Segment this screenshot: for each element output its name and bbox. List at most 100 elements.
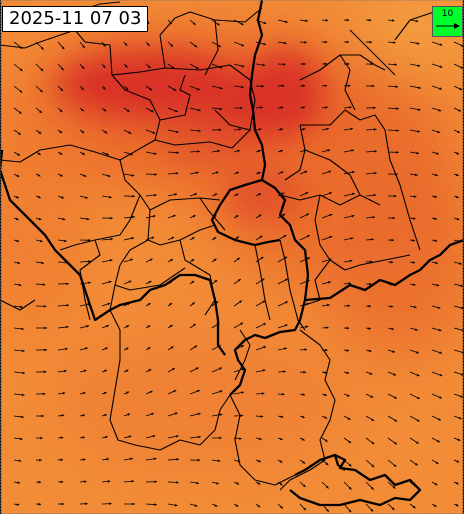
wind-arrow-head <box>455 481 459 485</box>
wind-arrow-head <box>172 368 175 371</box>
wind-arrow-head <box>302 484 306 487</box>
wind-arrow-head <box>259 235 263 239</box>
wind-arrow-head <box>416 151 419 155</box>
wind-arrow-head <box>346 394 350 397</box>
wind-arrow-head <box>40 68 44 72</box>
wind-arrow-head <box>416 42 420 45</box>
wind-arrow-head <box>415 441 419 444</box>
wind-arrow-head <box>434 482 438 486</box>
wind-arrow-head <box>239 437 242 440</box>
wind-arrow-head <box>174 193 178 196</box>
wind-arrow-head <box>125 87 129 90</box>
wind-arrow-head <box>328 170 332 173</box>
wind-arrow-head <box>348 282 352 285</box>
wind-arrow-head <box>283 370 286 373</box>
wind-arrow-head <box>394 419 398 422</box>
wind-arrow-head <box>19 68 23 71</box>
wind-arrow-head <box>16 503 20 506</box>
wind-arrow-head <box>328 258 332 261</box>
wind-arrow-head <box>413 305 417 309</box>
wind-arrow-head <box>83 174 87 177</box>
wind-arrow-head <box>371 84 375 88</box>
wind-arrow-head <box>197 458 201 462</box>
wind-arrow-head <box>236 236 239 240</box>
wind-arrow-head <box>195 367 199 370</box>
wind-arrow-head <box>281 392 285 396</box>
wind-arrow-head <box>434 239 438 242</box>
wind-arrow-head <box>394 396 397 399</box>
wind-arrow-head <box>456 152 460 155</box>
wind-arrow-head <box>213 215 217 218</box>
wind-arrow-head <box>347 84 351 87</box>
wind-arrow-head <box>61 46 65 50</box>
wind-arrow-head <box>284 278 288 282</box>
wind-arrow-head <box>416 419 420 422</box>
wind-arrow-head <box>368 349 372 352</box>
wind-arrow-head <box>329 192 332 195</box>
wind-arrow-head <box>132 194 135 198</box>
wind-arrow-head <box>15 217 19 221</box>
wind-arrow-head <box>219 413 223 416</box>
wind-arrow-head <box>191 259 195 262</box>
wind-arrow-head <box>241 391 244 394</box>
wind-arrow-head <box>219 390 223 393</box>
wind-arrow-head <box>152 215 156 218</box>
wind-arrow-head <box>236 482 240 485</box>
wind-arrow-head <box>369 282 372 286</box>
wind-arrow-head <box>20 305 23 309</box>
wind-arrow-head <box>20 437 23 441</box>
wind-arrow-head <box>263 42 266 46</box>
wind-arrow-head <box>324 416 328 419</box>
wind-arrow-head <box>368 327 371 330</box>
wind-arrow-head <box>394 441 397 445</box>
wind-arrow-head <box>197 87 200 91</box>
wind-arrow-head <box>390 283 393 286</box>
wind-arrow-head <box>219 86 223 90</box>
wind-arrow-head <box>392 350 395 353</box>
wind-arrow-head <box>81 108 84 112</box>
wind-arrow-head <box>439 43 443 46</box>
wind-arrow-head <box>262 369 266 372</box>
wind-arrow-head <box>439 373 443 377</box>
wind-arrow-head <box>302 393 306 396</box>
wind-arrow-head <box>102 65 106 68</box>
wind-arrow-head <box>61 196 64 199</box>
wind-arrow-head <box>457 239 461 243</box>
wind-arrow-head <box>461 351 464 354</box>
wind-arrow-head <box>392 216 396 220</box>
wind-arrow-head <box>351 214 355 218</box>
wind-arrow-head <box>324 439 328 442</box>
wind-arrow-head <box>459 87 463 90</box>
wind-arrow-head <box>416 351 419 354</box>
wind-arrow-head <box>108 280 112 284</box>
wind-arrow-head <box>85 347 88 350</box>
wind-arrow-head <box>412 505 416 509</box>
wind-arrow-head <box>149 390 153 394</box>
wind-arrow-head <box>37 152 41 155</box>
wind-arrow-head <box>149 87 152 91</box>
wind-arrow-head <box>324 371 327 374</box>
wind-arrow-head <box>215 301 219 304</box>
wind-arrow-head <box>348 509 352 513</box>
wind-arrow-head <box>41 261 44 265</box>
wind-vectors <box>13 18 464 513</box>
wind-arrow-head <box>22 371 25 375</box>
wind-arrow-head <box>152 131 156 134</box>
wind-arrow-head <box>283 235 287 238</box>
wind-arrow-head <box>85 196 88 199</box>
wind-arrow-head <box>191 280 195 284</box>
wind-arrow-head <box>392 486 396 489</box>
wind-arrow-head <box>262 300 266 303</box>
wind-arrow-head <box>261 278 265 281</box>
wind-arrow-head <box>391 19 395 22</box>
wind-arrow-head <box>154 480 157 483</box>
wind-arrow-head <box>38 502 41 506</box>
wind-arrow-head <box>305 19 308 23</box>
wind-arrow-head <box>19 90 23 93</box>
wind-arrow-head <box>124 43 128 46</box>
wind-arrow-head <box>285 301 288 304</box>
wind-arrow-head <box>152 435 156 438</box>
wind-arrow-head <box>461 328 464 332</box>
wind-arrow-head <box>346 18 350 22</box>
